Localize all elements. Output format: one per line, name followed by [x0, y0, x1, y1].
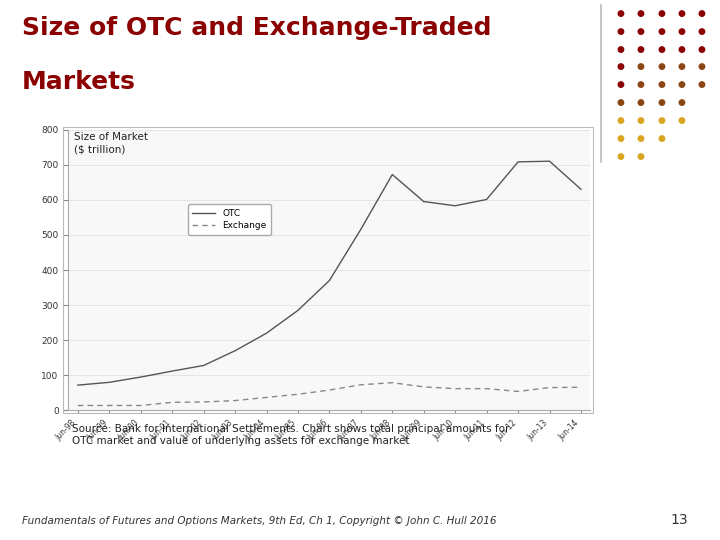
Text: ●: ● — [637, 9, 644, 18]
Text: ●: ● — [617, 45, 624, 53]
OTC — [514, 159, 523, 165]
Text: ●: ● — [657, 116, 665, 125]
OTC — [545, 158, 554, 165]
Text: ●: ● — [678, 63, 685, 71]
Text: Size of Market
($ trillion): Size of Market ($ trillion) — [73, 132, 148, 154]
OTC — [356, 226, 365, 233]
OTC — [230, 348, 239, 354]
Text: ●: ● — [637, 134, 644, 143]
Text: ●: ● — [678, 27, 685, 36]
Text: ●: ● — [698, 45, 705, 53]
Exchange — [356, 382, 365, 388]
Exchange — [482, 386, 491, 392]
Text: ●: ● — [657, 134, 665, 143]
OTC — [577, 186, 585, 193]
Exchange — [73, 402, 82, 409]
Text: ●: ● — [637, 27, 644, 36]
Line: Exchange: Exchange — [78, 383, 581, 406]
Exchange — [577, 384, 585, 390]
OTC — [136, 374, 145, 380]
Text: Fundamentals of Futures and Options Markets, 9th Ed, Ch 1, Copyright © John C. H: Fundamentals of Futures and Options Mark… — [22, 516, 496, 526]
OTC — [105, 379, 114, 386]
Text: Markets: Markets — [22, 70, 135, 94]
Text: ●: ● — [617, 152, 624, 160]
Text: ●: ● — [657, 27, 665, 36]
Exchange — [105, 402, 114, 409]
Exchange — [388, 380, 397, 386]
OTC — [294, 307, 302, 314]
Text: ●: ● — [678, 98, 685, 107]
Text: ●: ● — [678, 45, 685, 53]
Text: ●: ● — [617, 80, 624, 89]
Exchange — [294, 391, 302, 397]
OTC — [420, 198, 428, 205]
OTC — [325, 278, 333, 284]
Text: ●: ● — [678, 116, 685, 125]
Text: Size of OTC and Exchange-Traded: Size of OTC and Exchange-Traded — [22, 16, 491, 40]
Text: ●: ● — [657, 98, 665, 107]
Text: ●: ● — [637, 98, 644, 107]
OTC — [199, 362, 208, 369]
Text: ●: ● — [637, 45, 644, 53]
OTC — [168, 368, 176, 374]
Text: ●: ● — [698, 27, 705, 36]
Exchange — [420, 383, 428, 390]
Line: OTC: OTC — [78, 161, 581, 385]
Text: ●: ● — [657, 45, 665, 53]
Text: ●: ● — [657, 63, 665, 71]
Exchange — [514, 388, 523, 395]
OTC — [262, 330, 271, 336]
Text: ●: ● — [637, 80, 644, 89]
Text: ●: ● — [617, 63, 624, 71]
Text: ●: ● — [617, 98, 624, 107]
Text: ●: ● — [617, 116, 624, 125]
Exchange — [262, 394, 271, 401]
Exchange — [136, 402, 145, 409]
OTC — [73, 382, 82, 388]
Text: ●: ● — [698, 9, 705, 18]
Text: ●: ● — [657, 80, 665, 89]
Text: ●: ● — [698, 80, 705, 89]
Exchange — [230, 397, 239, 404]
Text: ●: ● — [637, 152, 644, 160]
Text: ●: ● — [617, 27, 624, 36]
Exchange — [199, 399, 208, 405]
Text: Source: Bank for International Settlements. Chart shows total principal amounts : Source: Bank for International Settlemen… — [72, 424, 509, 446]
Exchange — [451, 386, 459, 392]
Text: ●: ● — [637, 63, 644, 71]
Legend: OTC, Exchange: OTC, Exchange — [188, 204, 271, 235]
Text: ●: ● — [617, 9, 624, 18]
Text: ●: ● — [637, 116, 644, 125]
OTC — [388, 171, 397, 178]
OTC — [451, 202, 459, 209]
Text: ●: ● — [678, 80, 685, 89]
OTC — [482, 196, 491, 202]
Exchange — [325, 387, 333, 393]
Exchange — [168, 399, 176, 406]
Text: ●: ● — [617, 134, 624, 143]
Exchange — [545, 384, 554, 391]
Text: ●: ● — [678, 9, 685, 18]
Text: ●: ● — [698, 63, 705, 71]
Text: ●: ● — [657, 9, 665, 18]
Text: 13: 13 — [670, 512, 688, 526]
